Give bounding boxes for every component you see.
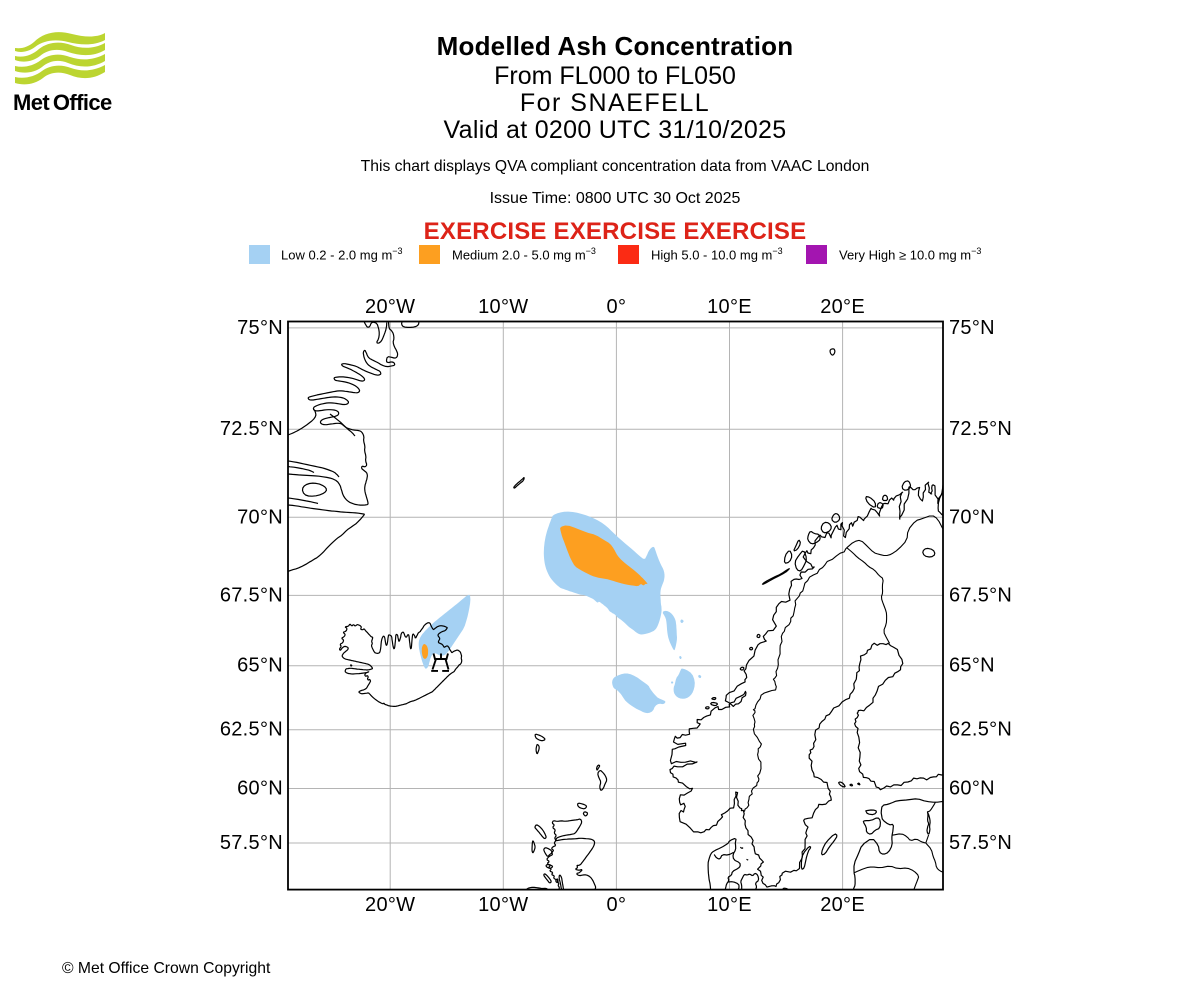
svg-text:67.5°N: 67.5°N (949, 584, 1012, 606)
svg-text:72.5°N: 72.5°N (220, 418, 283, 440)
svg-text:20°W: 20°W (365, 296, 415, 318)
svg-text:10°E: 10°E (707, 894, 752, 916)
svg-text:57.5°N: 57.5°N (949, 832, 1012, 854)
svg-text:20°E: 20°E (820, 296, 865, 318)
svg-text:65°N: 65°N (237, 655, 283, 677)
svg-text:70°N: 70°N (949, 506, 995, 528)
svg-text:10°W: 10°W (478, 296, 528, 318)
svg-text:10°E: 10°E (707, 296, 752, 318)
svg-text:57.5°N: 57.5°N (220, 832, 283, 854)
svg-text:20°W: 20°W (365, 894, 415, 916)
svg-text:0°: 0° (607, 296, 627, 318)
svg-text:60°N: 60°N (237, 778, 283, 800)
svg-text:0°: 0° (607, 894, 627, 916)
svg-text:10°W: 10°W (478, 894, 528, 916)
svg-text:75°N: 75°N (949, 317, 995, 339)
svg-text:70°N: 70°N (237, 506, 283, 528)
svg-text:75°N: 75°N (237, 317, 283, 339)
svg-text:62.5°N: 62.5°N (220, 719, 283, 741)
svg-text:62.5°N: 62.5°N (949, 719, 1012, 741)
svg-text:65°N: 65°N (949, 655, 995, 677)
svg-text:20°E: 20°E (820, 894, 865, 916)
svg-text:67.5°N: 67.5°N (220, 584, 283, 606)
svg-text:60°N: 60°N (949, 778, 995, 800)
svg-text:72.5°N: 72.5°N (949, 418, 1012, 440)
